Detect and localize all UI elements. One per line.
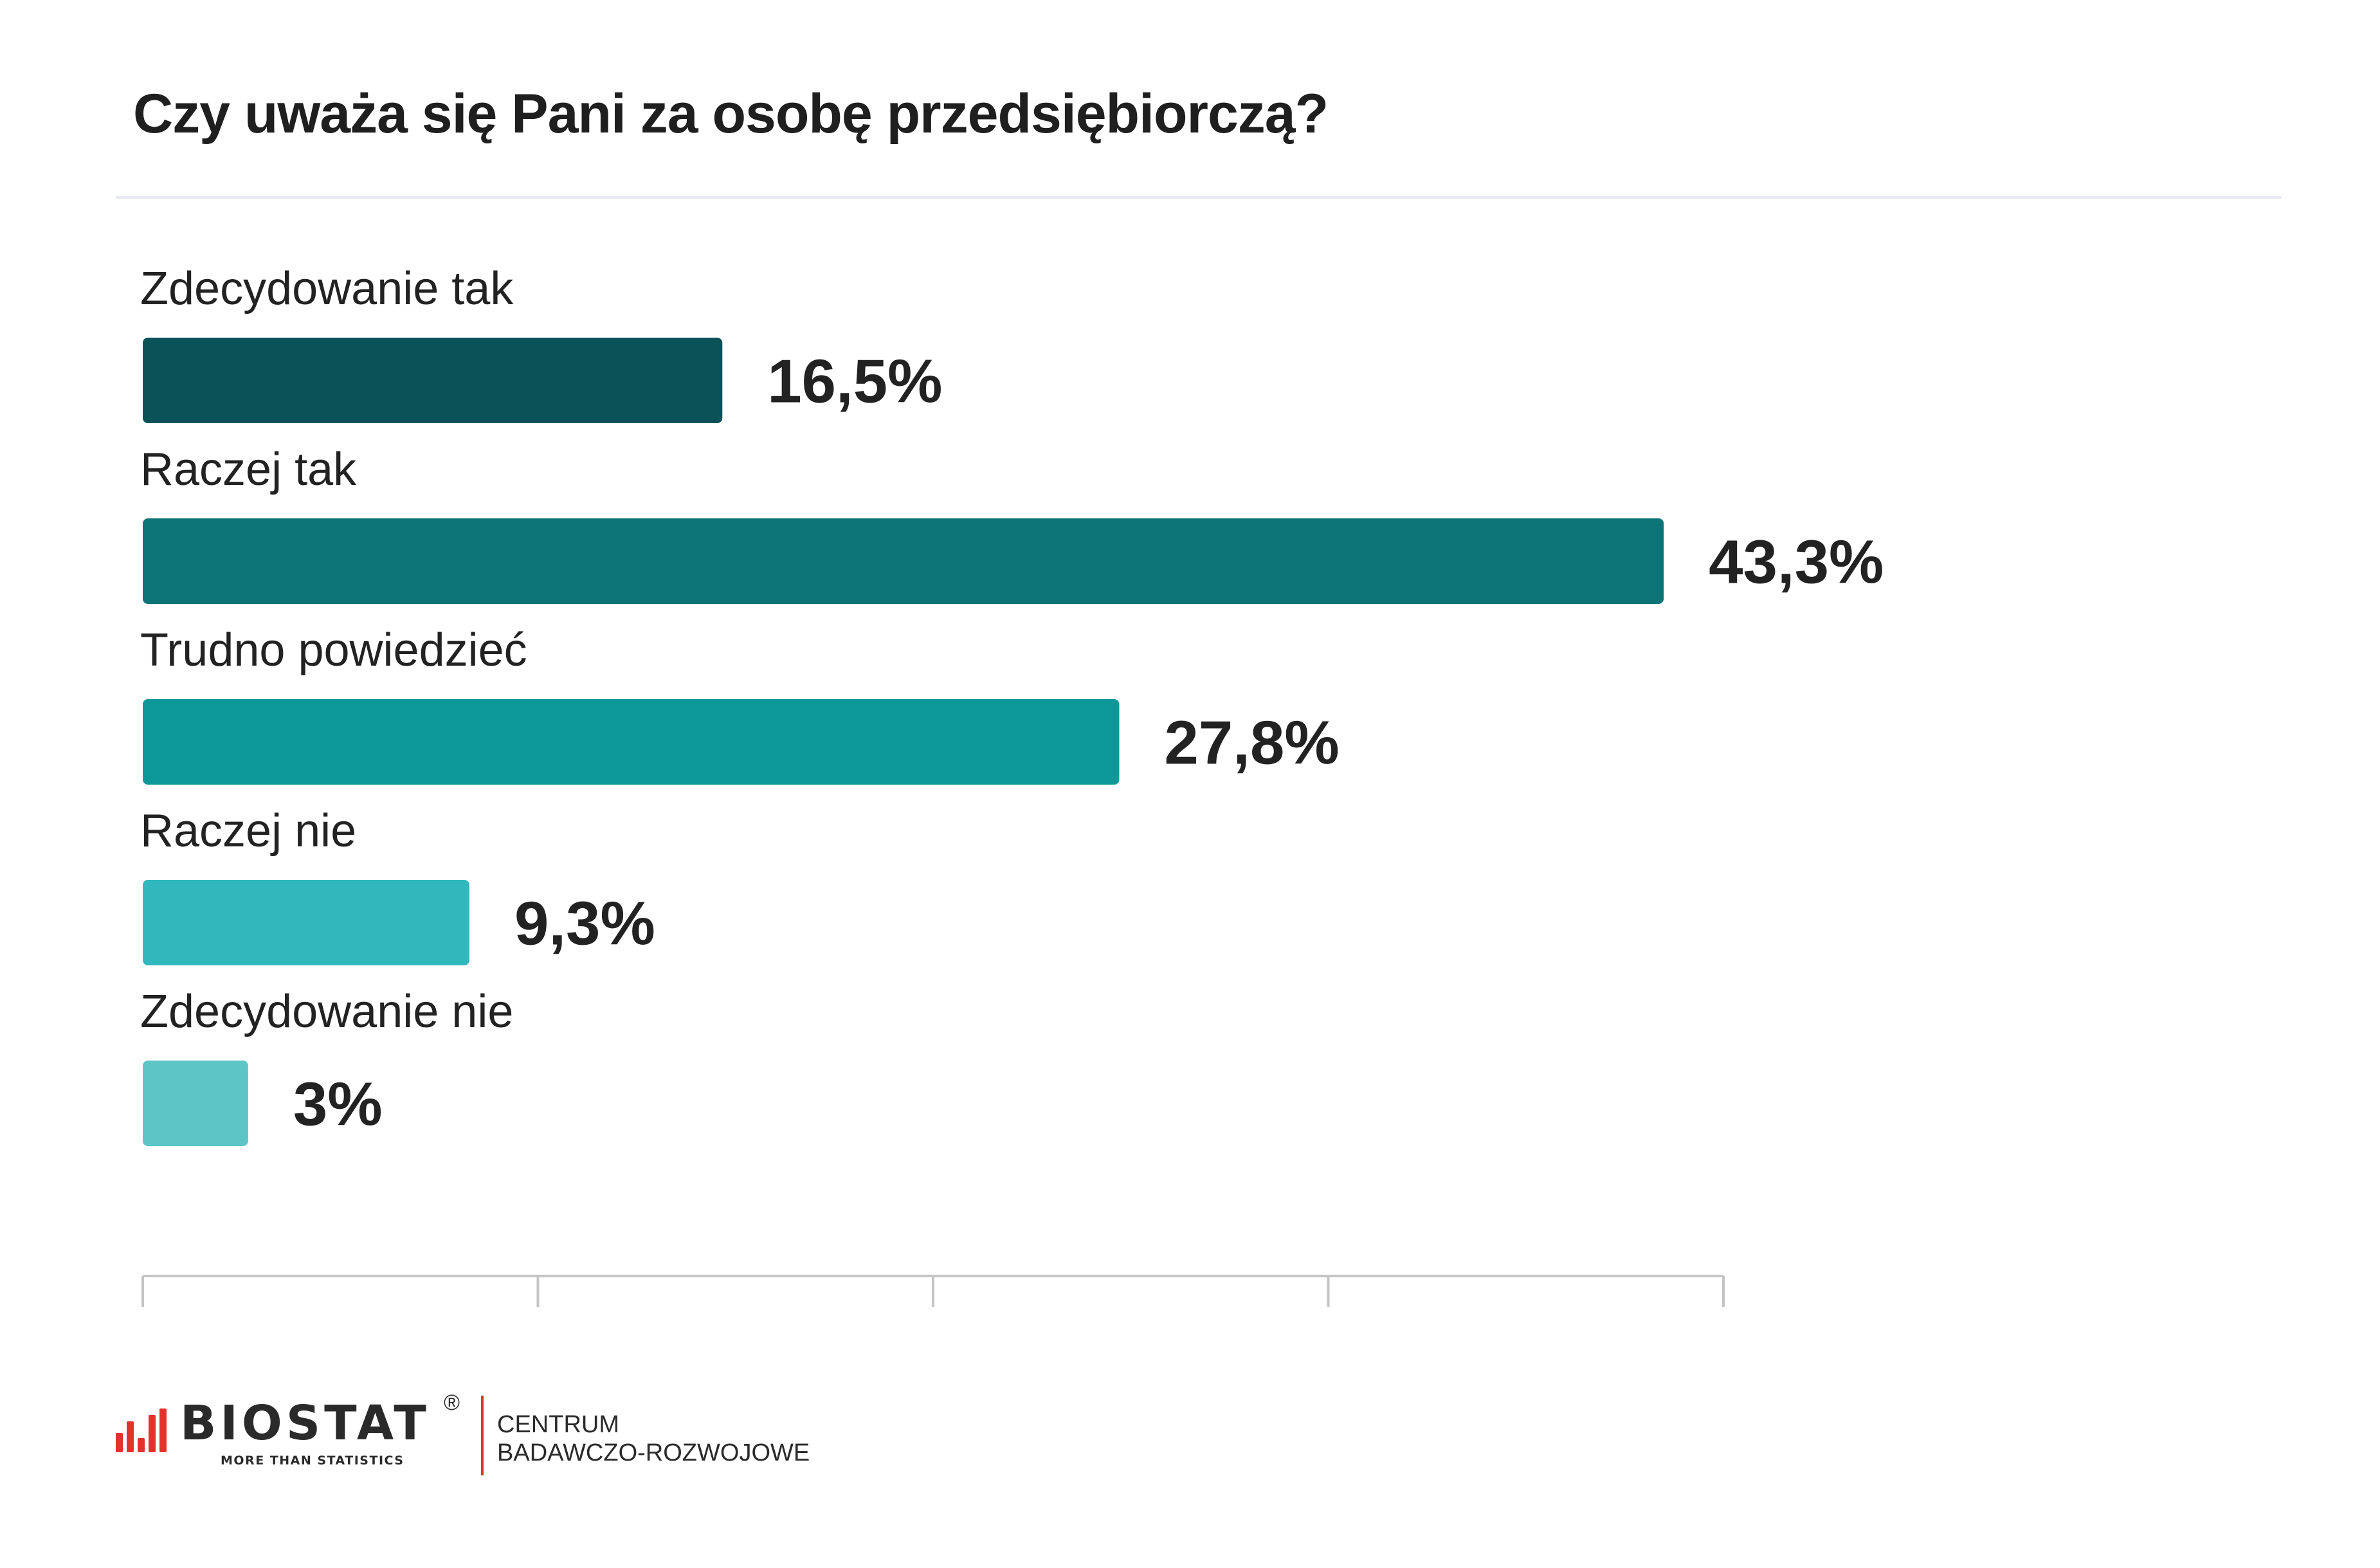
value-label-raczej-nie: 9,3% bbox=[514, 889, 655, 958]
value-label-raczej-tak: 43,3% bbox=[1709, 528, 1884, 597]
bars-layer: Zdecydowanie tak 16,5% Raczej tak 43,3% Trud… bbox=[140, 263, 1884, 1146]
logo-bars-icon bbox=[116, 1407, 167, 1452]
biostat-logo: BIOSTAT ® MORE THAN STATISTICS CENTRUM B… bbox=[116, 1390, 887, 1486]
x-axis bbox=[141, 1275, 1725, 1307]
centre-line-1: CENTRUM bbox=[497, 1411, 619, 1438]
brand-tagline: MORE THAN STATISTICS bbox=[221, 1454, 404, 1468]
category-label-trudno-powiedziec: Trudno powiedzieć bbox=[140, 624, 527, 676]
category-label-zdecydowanie-nie: Zdecydowanie nie bbox=[140, 986, 513, 1037]
registered-mark: ® bbox=[444, 1390, 460, 1415]
bar-zdecydowanie-nie bbox=[143, 1061, 248, 1146]
category-label-raczej-tak: Raczej tak bbox=[140, 444, 357, 495]
value-label-zdecydowanie-tak: 16,5% bbox=[767, 347, 942, 416]
chart-title: Czy uważa się Pani za osobę przedsiębior… bbox=[133, 83, 1329, 145]
logo-divider bbox=[481, 1396, 484, 1475]
title-divider bbox=[116, 196, 2282, 199]
brand-name: BIOSTAT bbox=[180, 1396, 430, 1451]
bar-zdecydowanie-tak bbox=[143, 338, 723, 423]
value-label-zdecydowanie-nie: 3% bbox=[293, 1070, 383, 1139]
centre-line-2: BADAWCZO-ROZWOJOWE bbox=[497, 1439, 810, 1466]
bar-raczej-tak bbox=[143, 518, 1664, 604]
bar-raczej-nie bbox=[143, 880, 469, 965]
bar-trudno-powiedziec bbox=[143, 699, 1120, 785]
category-label-zdecydowanie-tak: Zdecydowanie tak bbox=[140, 263, 514, 315]
category-label-raczej-nie: Raczej nie bbox=[140, 805, 356, 857]
value-label-trudno-powiedziec: 27,8% bbox=[1164, 709, 1339, 778]
